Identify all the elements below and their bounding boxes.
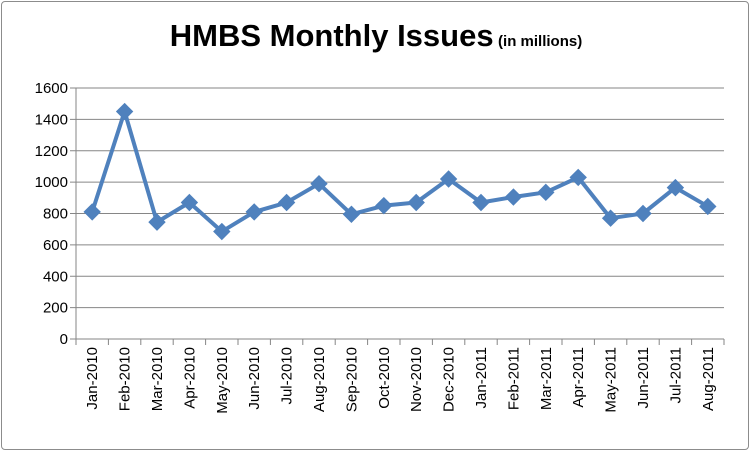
data-point-marker <box>180 193 199 212</box>
x-tick-label: Feb-2010 <box>117 347 134 411</box>
x-tick-label: May-2010 <box>214 347 231 414</box>
data-point-marker <box>245 203 263 221</box>
x-tick-label: Apr-2011 <box>570 347 587 408</box>
y-tick-label: 0 <box>60 331 68 348</box>
y-tick-label: 1400 <box>35 111 68 128</box>
x-tick-label: Mar-2011 <box>538 347 555 410</box>
x-tick-label: Jun-2010 <box>246 347 263 410</box>
x-tick-label: Jan-2010 <box>84 347 101 410</box>
data-point-marker <box>277 193 296 212</box>
x-tick-label: May-2011 <box>603 347 620 413</box>
x-tick-label: Oct-2010 <box>376 347 393 409</box>
x-tick-label: Feb-2011 <box>505 347 522 410</box>
y-tick-label: 1200 <box>35 143 68 160</box>
y-tick-label: 800 <box>43 206 68 223</box>
data-point-marker <box>83 203 101 221</box>
x-tick-label: Dec-2010 <box>441 347 458 412</box>
data-point-marker <box>666 178 685 197</box>
x-tick-label: Jul-2011 <box>667 347 684 403</box>
data-point-marker <box>569 168 587 187</box>
x-tick-label: Aug-2011 <box>700 347 717 411</box>
x-tick-label: Jun-2011 <box>635 347 652 408</box>
chart-title: HMBS Monthly Issues (in millions) <box>0 18 752 54</box>
data-point-marker <box>601 209 620 227</box>
data-point-marker <box>213 222 231 241</box>
y-tick-label: 600 <box>43 237 68 254</box>
data-point-marker <box>439 170 458 188</box>
data-point-marker <box>148 213 166 231</box>
y-tick-label: 400 <box>43 268 68 285</box>
x-tick-label: Mar-2010 <box>149 347 166 411</box>
y-tick-label: 1000 <box>35 174 68 191</box>
x-tick-label: Jul-2010 <box>279 347 296 405</box>
series-line <box>90 109 709 234</box>
x-tick-label: Sep-2010 <box>343 347 360 412</box>
chart-title-subtitle: (in millions) <box>498 33 583 50</box>
data-point-marker <box>375 196 393 215</box>
y-tick-label: 200 <box>43 300 68 317</box>
x-tick-label: Jan-2011 <box>473 347 490 408</box>
y-tick-label: 1600 <box>35 80 68 97</box>
data-point-marker <box>407 193 425 212</box>
data-point-marker <box>115 102 134 121</box>
data-point-marker <box>537 183 555 202</box>
data-point-marker <box>504 188 523 206</box>
data-point-marker <box>342 205 361 223</box>
chart-title-main: HMBS Monthly Issues <box>169 18 494 53</box>
x-tick-label: Aug-2010 <box>311 347 328 412</box>
x-tick-label: Apr-2010 <box>181 347 198 409</box>
x-tick-label: Nov-2010 <box>408 347 425 412</box>
data-point-marker <box>310 174 328 193</box>
data-point-marker <box>634 204 652 223</box>
data-point-marker <box>472 193 490 212</box>
data-point-marker <box>699 197 717 216</box>
